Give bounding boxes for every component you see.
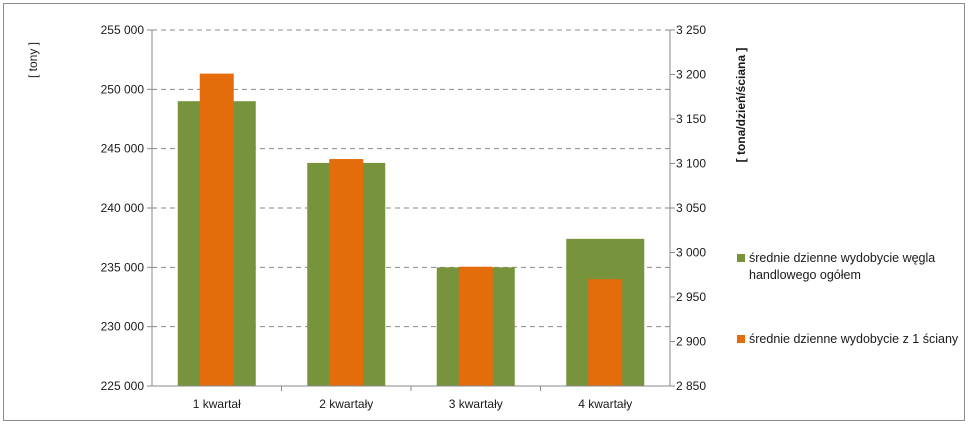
y2-tick-label: 3 000	[676, 246, 706, 260]
legend-swatch-series-1	[737, 254, 745, 262]
bar-series-2	[329, 159, 364, 386]
x-tick-label: 1 kwartał	[193, 397, 241, 411]
y2-tick-label: 2 950	[676, 290, 706, 304]
y-tick-label: 230 000	[101, 320, 145, 334]
tick-labels: 225 000 230 000 235 000 240 000 245 000 250 0…	[101, 23, 707, 411]
axes	[147, 29, 675, 391]
x-tick-label: 3 kwartały	[449, 397, 503, 411]
bars	[177, 73, 645, 387]
y2-axis-label: [ tona/dzień/ściana ]	[734, 48, 748, 163]
y2-tick-label: 3 200	[676, 68, 706, 82]
y-tick-label: 250 000	[101, 82, 145, 96]
legend-item-series-2: średnie dzienne wydobycie z 1 ściany	[737, 331, 962, 348]
y-tick-label: 235 000	[101, 260, 145, 274]
bar-series-2	[588, 279, 623, 386]
y-tick-label: 245 000	[101, 142, 145, 156]
y2-tick-label: 3 050	[676, 201, 706, 215]
y2-tick-label: 3 100	[676, 157, 706, 171]
y2-tick-label: 2 850	[676, 379, 706, 393]
y-axis-label: [ tony ]	[26, 42, 40, 78]
x-tick-label: 4 kwartały	[578, 397, 632, 411]
x-tick-label: 2 kwartały	[319, 397, 373, 411]
y2-tick-label: 3 150	[676, 112, 706, 126]
y-tick-label: 240 000	[101, 201, 145, 215]
y-tick-label: 255 000	[101, 23, 145, 37]
y-tick-label: 225 000	[101, 379, 145, 393]
bar-series-2	[199, 73, 234, 387]
legend-label-series-2: średnie dzienne wydobycie z 1 ściany	[749, 332, 959, 346]
y2-tick-label: 3 250	[676, 23, 706, 37]
y2-tick-label: 2 900	[676, 335, 706, 349]
bar-series-2	[458, 266, 493, 386]
legend-label-series-1: średnie dzienne wydobycie węgla handlowe…	[749, 251, 936, 282]
legend-swatch-series-2	[737, 335, 745, 343]
legend-item-series-1: średnie dzienne wydobycie węgla handlowe…	[737, 250, 962, 284]
